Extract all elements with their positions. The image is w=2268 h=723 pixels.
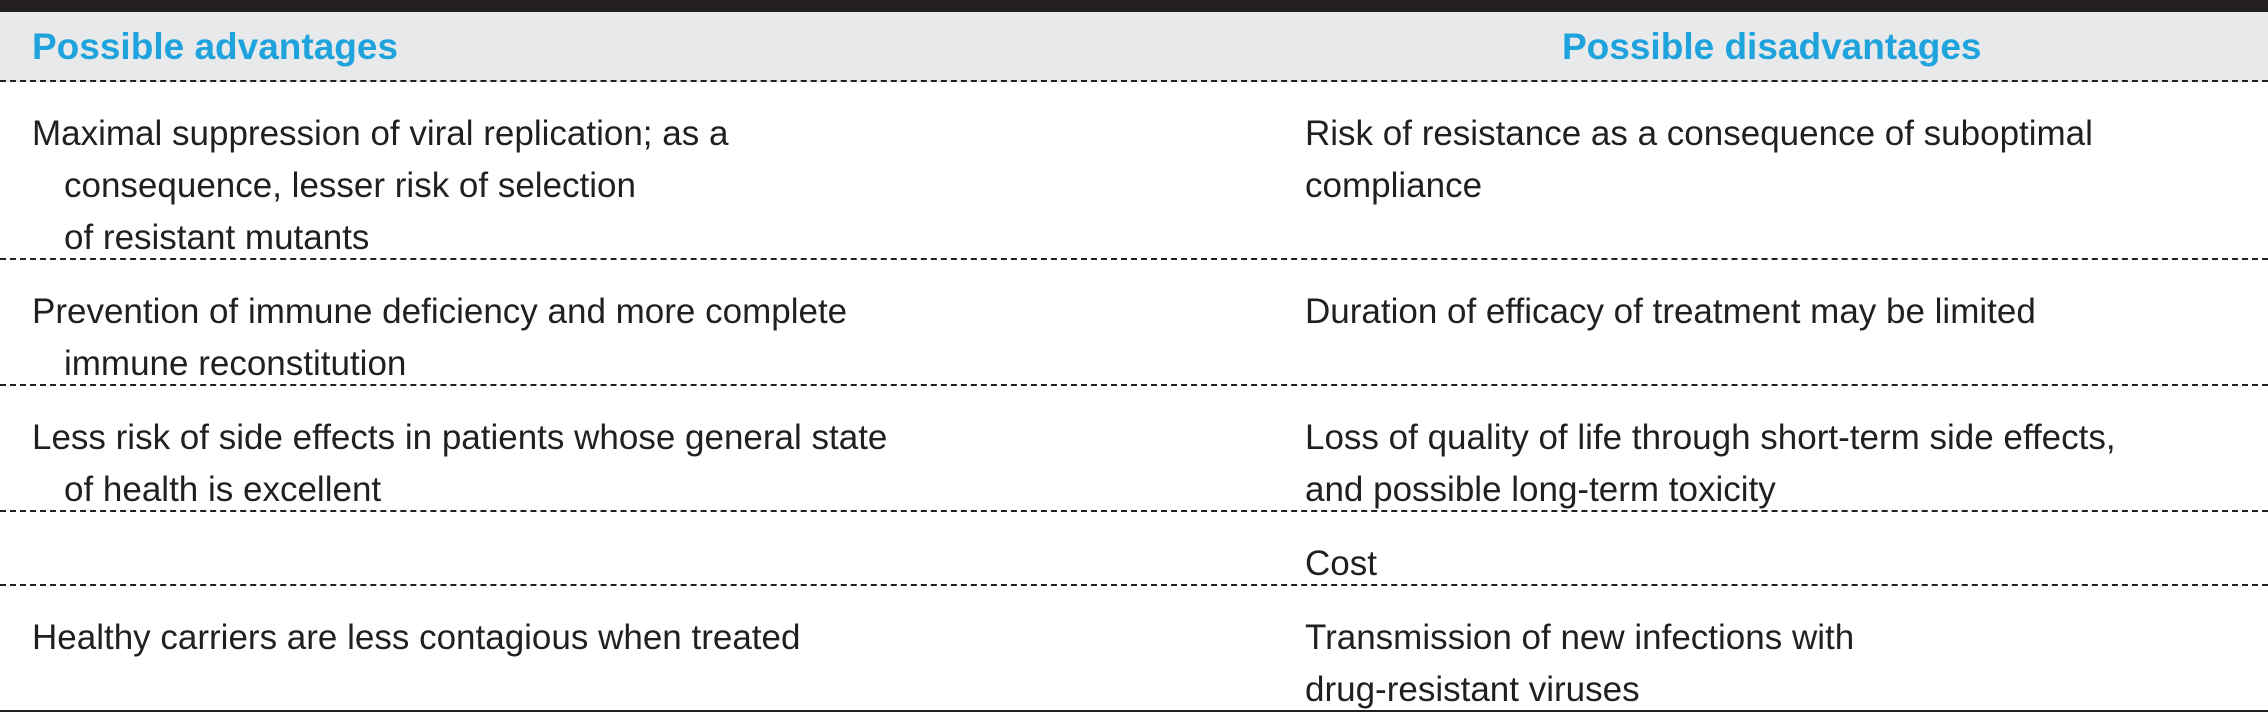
cell-line: of resistant mutants [64, 218, 370, 257]
cell-line: Cost [1305, 544, 1377, 583]
cell-line: Maximal suppression of viral replication… [32, 114, 729, 153]
disadvantage-cell: Duration of efficacy of treatment may be… [1305, 286, 2036, 338]
disadvantage-cell: Transmission of new infections with drug-… [1305, 612, 1854, 716]
header-cell: Possible disadvantages [1562, 26, 1982, 67]
advantage-cell: Prevention of immune deficiency and more… [32, 286, 847, 390]
cell-line: Prevention of immune deficiency and more… [32, 292, 848, 331]
disadvantage-cell: Cost [1305, 538, 1377, 590]
header-cell: Possible advantages [32, 26, 399, 67]
cell-line: consequence, lesser risk of selection [64, 166, 636, 205]
advantage-cell: Healthy carriers are less contagious whe… [32, 612, 800, 664]
cell-line: Less risk of side effects in patients wh… [32, 418, 888, 457]
cell-line: and possible long-term toxicity [1305, 470, 1776, 509]
advantage-cell: Maximal suppression of viral replication… [32, 108, 728, 264]
table-row: Cost [0, 512, 2268, 586]
cell-line: Risk of resistance as a consequence of s… [1305, 114, 2093, 153]
cell-line: Healthy carriers are less contagious whe… [32, 618, 801, 657]
top-rule [0, 0, 2268, 12]
advantage-cell: Less risk of side effects in patients wh… [32, 412, 887, 516]
cell-line: immune reconstitution [64, 344, 407, 383]
table-row: Maximal suppression of viral replication… [0, 82, 2268, 260]
cell-line: drug-resistant viruses [1305, 670, 1640, 709]
cell-line: Duration of efficacy of treatment may be… [1305, 292, 2036, 331]
table-row: Prevention of immune deficiency and more… [0, 260, 2268, 386]
cell-line: Transmission of new infections with [1305, 618, 1855, 657]
disadvantage-cell: Loss of quality of life through short-te… [1305, 412, 2116, 516]
disadvantage-cell: Risk of resistance as a consequence of s… [1305, 108, 2093, 212]
table-row: Healthy carriers are less contagious whe… [0, 586, 2268, 712]
cell-line: compliance [1305, 166, 1483, 205]
header-row [0, 12, 2268, 82]
cell-line: of health is excellent [64, 470, 382, 509]
table-row: Less risk of side effects in patients wh… [0, 386, 2268, 512]
cell-line: Loss of quality of life through short-te… [1305, 418, 2116, 457]
